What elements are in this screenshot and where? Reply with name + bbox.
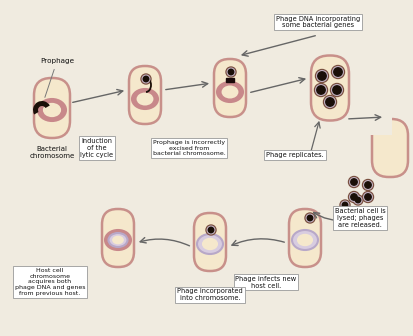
Text: Phage DNA incorporating
some bacterial genes: Phage DNA incorporating some bacterial g… <box>275 15 359 29</box>
Ellipse shape <box>108 233 127 247</box>
Circle shape <box>340 201 348 209</box>
Circle shape <box>349 178 357 186</box>
Text: Induction
of the
lytic cycle: Induction of the lytic cycle <box>80 138 113 158</box>
Circle shape <box>364 182 370 188</box>
Circle shape <box>349 193 357 201</box>
Ellipse shape <box>221 85 238 98</box>
Circle shape <box>339 200 349 210</box>
FancyBboxPatch shape <box>369 117 391 135</box>
Circle shape <box>227 68 234 76</box>
Circle shape <box>354 196 361 204</box>
Circle shape <box>324 97 335 107</box>
Circle shape <box>332 67 342 77</box>
Circle shape <box>350 194 356 200</box>
Circle shape <box>330 84 343 96</box>
Ellipse shape <box>112 236 123 244</box>
Text: Bacterial
chromosome: Bacterial chromosome <box>29 146 74 159</box>
Circle shape <box>348 176 358 187</box>
FancyBboxPatch shape <box>129 66 161 124</box>
Text: Host cell
chromosome
acquires both
phage DNA and genes
from previous host.: Host cell chromosome acquires both phage… <box>15 268 85 296</box>
Ellipse shape <box>202 238 218 250</box>
Circle shape <box>317 72 325 80</box>
Circle shape <box>206 225 216 235</box>
FancyBboxPatch shape <box>310 55 348 121</box>
Wedge shape <box>33 101 50 115</box>
Circle shape <box>342 202 347 208</box>
Circle shape <box>314 84 327 96</box>
Circle shape <box>362 179 373 191</box>
Text: Phage replicates.: Phage replicates. <box>266 152 323 158</box>
Bar <box>225 78 233 82</box>
Circle shape <box>315 70 328 83</box>
Circle shape <box>331 66 344 79</box>
Circle shape <box>323 95 336 109</box>
Ellipse shape <box>197 234 223 254</box>
Circle shape <box>344 212 350 218</box>
Circle shape <box>316 71 327 81</box>
Ellipse shape <box>132 89 158 109</box>
Text: Bacterial cell is
lysed; phages
are released.: Bacterial cell is lysed; phages are rele… <box>334 208 385 228</box>
Circle shape <box>343 211 351 219</box>
Circle shape <box>362 192 373 203</box>
Circle shape <box>364 194 370 200</box>
FancyBboxPatch shape <box>214 59 245 117</box>
Ellipse shape <box>43 103 61 117</box>
Circle shape <box>348 192 358 203</box>
Circle shape <box>206 226 214 234</box>
Circle shape <box>332 86 340 94</box>
FancyBboxPatch shape <box>34 78 70 138</box>
Circle shape <box>363 193 371 201</box>
Text: Prophage is incorrectly
excised from
bacterial chromosome.: Prophage is incorrectly excised from bac… <box>152 140 225 156</box>
Text: Phage infects new
host cell.: Phage infects new host cell. <box>235 276 296 289</box>
Circle shape <box>142 75 150 83</box>
FancyBboxPatch shape <box>194 213 225 271</box>
FancyBboxPatch shape <box>371 119 407 177</box>
Text: Phage incorporated
into chromosome.: Phage incorporated into chromosome. <box>177 289 242 301</box>
Circle shape <box>304 213 314 223</box>
Ellipse shape <box>105 230 131 250</box>
Circle shape <box>363 181 371 189</box>
Ellipse shape <box>296 234 312 246</box>
Ellipse shape <box>136 92 153 106</box>
Circle shape <box>225 67 235 77</box>
Circle shape <box>352 195 362 205</box>
Circle shape <box>315 85 325 95</box>
Circle shape <box>143 76 148 82</box>
FancyBboxPatch shape <box>288 209 320 267</box>
Circle shape <box>342 210 352 220</box>
Text: Prophage: Prophage <box>40 58 74 97</box>
Ellipse shape <box>109 234 126 247</box>
Circle shape <box>208 227 213 233</box>
Circle shape <box>306 215 312 221</box>
Ellipse shape <box>38 99 66 121</box>
Circle shape <box>350 179 356 185</box>
Circle shape <box>331 85 342 95</box>
Circle shape <box>325 98 333 106</box>
Ellipse shape <box>216 82 242 102</box>
Circle shape <box>316 86 325 94</box>
Circle shape <box>228 69 233 75</box>
Circle shape <box>306 214 313 222</box>
Circle shape <box>333 68 342 76</box>
Ellipse shape <box>291 230 317 250</box>
FancyBboxPatch shape <box>102 209 134 267</box>
Circle shape <box>354 197 360 203</box>
Circle shape <box>141 74 151 84</box>
